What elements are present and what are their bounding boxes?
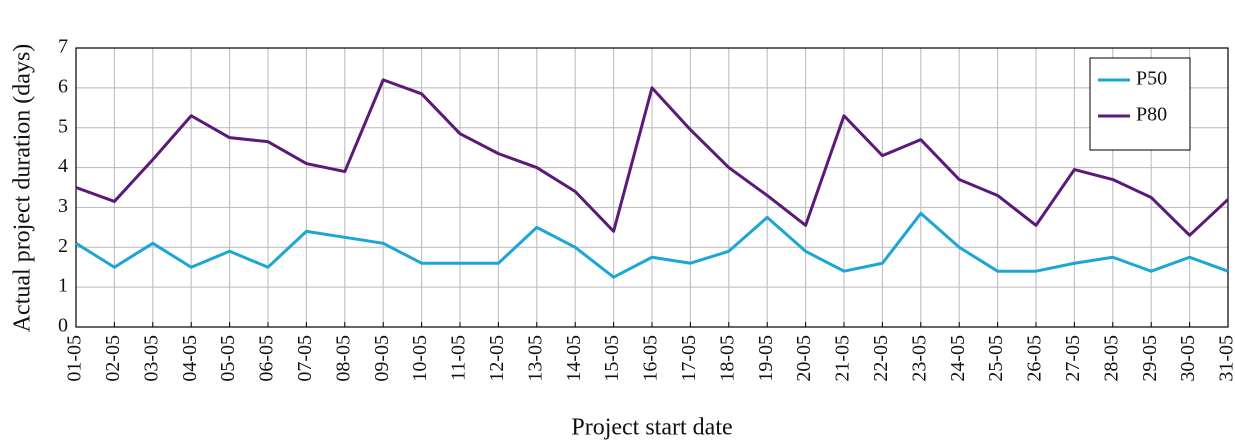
line-series [75, 211, 1229, 279]
x-tick-label: 09-05 [371, 335, 393, 382]
line-series [75, 78, 1230, 237]
y-tick-label: 1 [58, 275, 68, 297]
y-tick-label: 5 [58, 115, 68, 137]
x-tick-label: 18-05 [716, 335, 738, 382]
y-tick-label: 3 [58, 195, 68, 217]
x-tick-label: 28-05 [1100, 335, 1122, 382]
x-tick-label: 03-05 [140, 335, 162, 382]
x-tick-label: 17-05 [678, 335, 700, 382]
x-axis-label: Project start date [571, 415, 732, 441]
legend-box [1089, 57, 1191, 151]
x-tick-label: 25-05 [985, 335, 1007, 382]
x-tick-label: 13-05 [524, 335, 546, 382]
y-tick-label: 0 [58, 315, 68, 337]
x-tick-label: 12-05 [486, 335, 508, 382]
x-tick-label: 22-05 [870, 335, 892, 382]
y-tick-label: 7 [58, 36, 68, 58]
x-tick-label: 29-05 [1139, 335, 1161, 382]
x-tick-label: 30-05 [1177, 335, 1199, 382]
x-tick-label: 24-05 [947, 335, 969, 382]
legend-label: P80 [1136, 104, 1167, 126]
x-tick-label: 05-05 [217, 335, 239, 382]
x-tick-label: 15-05 [601, 335, 623, 382]
x-tick-label: 08-05 [332, 335, 354, 382]
y-tick-label: 4 [58, 155, 68, 177]
x-tick-label: 20-05 [793, 335, 815, 382]
x-tick-label: 31-05 [1216, 335, 1235, 382]
x-tick-label: 21-05 [832, 335, 854, 382]
x-tick-label: 19-05 [755, 335, 777, 382]
x-tick-label: 10-05 [409, 335, 431, 382]
x-tick-label: 11-05 [448, 335, 470, 381]
y-tick-label: 2 [58, 235, 68, 257]
y-tick-label: 6 [58, 75, 68, 97]
y-axis-label: Actual project duration (days) [10, 44, 36, 333]
x-tick-label: 26-05 [1024, 335, 1046, 382]
x-tick-label: 06-05 [256, 335, 278, 382]
x-tick-label: 02-05 [102, 335, 124, 382]
legend-label: P50 [1136, 68, 1167, 90]
x-tick-label: 01-05 [64, 335, 86, 382]
x-tick-label: 27-05 [1062, 335, 1084, 382]
x-tick-label: 14-05 [563, 335, 585, 382]
x-tick-label: 16-05 [640, 335, 662, 382]
x-tick-label: 23-05 [908, 335, 930, 382]
x-tick-label: 07-05 [294, 335, 316, 382]
x-tick-label: 04-05 [179, 335, 201, 382]
